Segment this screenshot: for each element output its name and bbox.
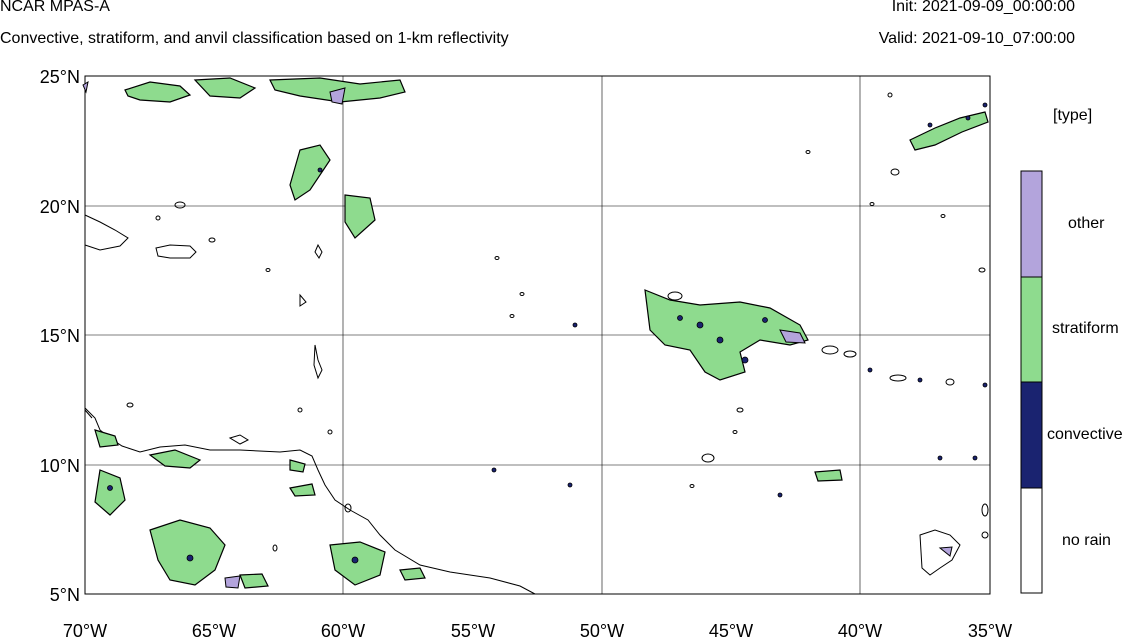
lat-label-20: 20°N [40,197,80,217]
lat-label-5: 5°N [50,585,80,605]
precip-convective [107,102,988,564]
precip-other [82,80,953,589]
lon-label-70: 70°W [63,621,107,641]
legend-colorbar [1020,170,1043,594]
legend-label-stratiform: stratiform [1052,320,1119,337]
lon-label-45: 45°W [709,621,753,641]
map-title: NCAR MPAS-A [0,0,110,15]
legend-title: [type] [1053,107,1093,124]
precip-stratiform [94,77,989,589]
coastline [84,214,961,595]
init-time: Init: 2021-09-09_00:00:00 [891,0,1075,15]
lat-label-25: 25°N [40,67,80,87]
lon-label-55: 55°W [451,621,495,641]
legend-label-other: other [1068,215,1105,232]
lon-labels: 70°W 65°W 60°W 55°W 50°W 45°W 40°W 35°W [63,621,1012,641]
lon-label-35: 35°W [968,621,1012,641]
lat-label-15: 15°N [40,326,80,346]
legend-swatch-convective [1020,381,1043,489]
legend-label-convective: convective [1047,426,1123,443]
valid-time: Valid: 2021-09-10_07:00:00 [878,30,1075,47]
lon-label-50: 50°W [580,621,624,641]
lon-label-60: 60°W [321,621,365,641]
lat-label-10: 10°N [40,456,80,476]
grid-lines [85,76,990,594]
lon-label-65: 65°W [192,621,236,641]
precip-scattered [126,92,989,552]
map-subtitle: Convective, stratiform, and anvil classi… [0,30,509,47]
legend-swatch-stratiform [1020,276,1043,383]
legend-swatch-other [1020,170,1043,278]
legend-swatch-no-rain [1020,487,1043,594]
lon-label-40: 40°W [838,621,882,641]
legend-label-no-rain: no rain [1062,532,1111,549]
lat-labels: 25°N 20°N 15°N 10°N 5°N [40,67,80,605]
